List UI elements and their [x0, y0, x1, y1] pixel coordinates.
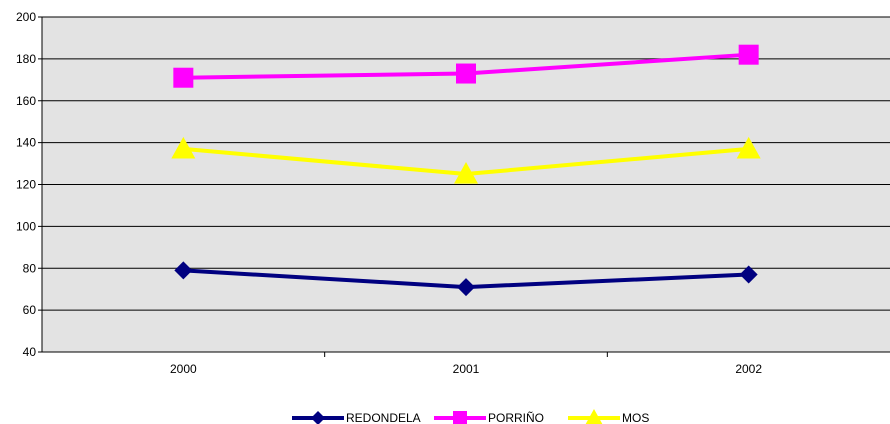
- y-tick-label: 80: [23, 261, 37, 275]
- x-tick-label: 2001: [453, 362, 480, 376]
- legend-label-redondela: REDONDELA: [346, 411, 421, 424]
- y-tick-label: 180: [16, 52, 36, 66]
- y-tick-label: 120: [16, 178, 36, 192]
- series-group: [171, 44, 761, 297]
- legend-label-mos: MOS: [622, 411, 649, 424]
- data-point-mos: [736, 136, 761, 159]
- legend-marker-porri-o: [453, 411, 467, 424]
- y-tick-label: 140: [16, 136, 36, 150]
- data-point-redondela: [174, 261, 193, 280]
- legend-marker-mos: [585, 409, 603, 424]
- legend: REDONDELA PORRIÑO MOS: [292, 409, 649, 424]
- data-point-porri-o: [173, 67, 194, 88]
- x-tick-label: 2000: [170, 362, 197, 376]
- y-tick-label: 160: [16, 94, 36, 108]
- y-tick-label: 100: [16, 219, 36, 233]
- data-point-mos: [171, 136, 196, 159]
- legend-marker-redondela: [311, 411, 325, 424]
- data-point-porri-o: [738, 44, 759, 65]
- data-point-redondela: [739, 265, 758, 284]
- data-point-mos: [454, 162, 478, 184]
- legend-label-porri-o: PORRIÑO: [488, 411, 544, 424]
- y-axis-ticks: 40 60 80 100 120 140 160 180 200: [16, 10, 42, 359]
- x-tick-label: 2002: [735, 362, 762, 376]
- data-point-porri-o: [456, 63, 476, 84]
- x-axis-ticks: 2000 2001 2002: [170, 352, 762, 376]
- y-tick-label: 200: [16, 10, 36, 24]
- y-tick-label: 60: [23, 303, 37, 317]
- data-point-redondela: [457, 278, 475, 297]
- y-tick-label: 40: [23, 345, 37, 359]
